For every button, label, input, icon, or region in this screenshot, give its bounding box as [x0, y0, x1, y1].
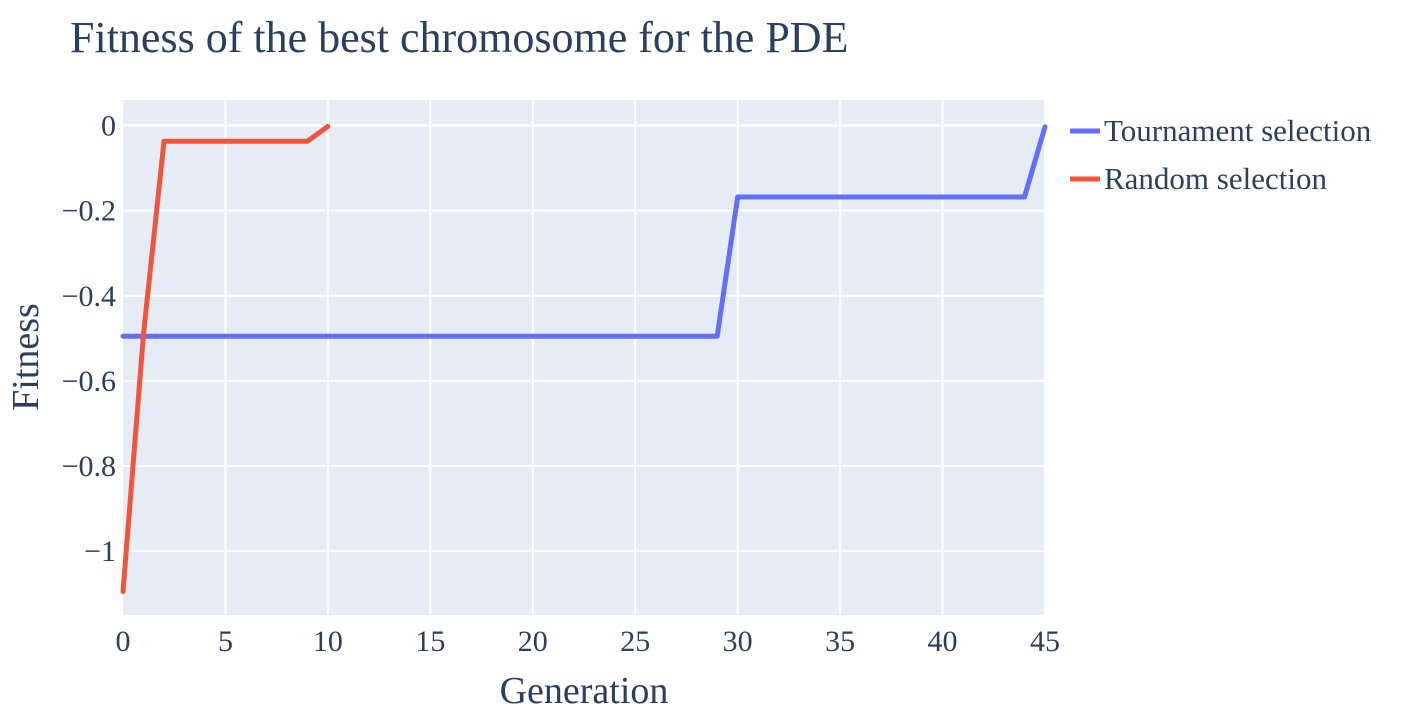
- x-tick-label: 0: [116, 625, 131, 658]
- x-tick-label: 25: [620, 625, 650, 658]
- y-tick-label: −0.6: [62, 365, 116, 398]
- series-line-random-selection: [120, 123, 331, 595]
- series-lines: [120, 123, 1048, 595]
- y-axis-title: Fitness: [5, 303, 47, 411]
- series-line-tournament-selection: [120, 124, 1048, 339]
- x-tick-label: 30: [723, 625, 753, 658]
- y-tick-label: −0.8: [62, 450, 116, 483]
- x-tick-label: 45: [1030, 625, 1060, 658]
- x-axis-title: Generation: [500, 670, 669, 712]
- x-axis-ticks: 0 5 10 15 20 25 30 35 40 45: [116, 625, 1061, 658]
- chart-title: Fitness of the best chromosome for the P…: [70, 13, 848, 62]
- x-tick-label: 20: [518, 625, 548, 658]
- legend-label: Tournament selection: [1104, 113, 1372, 148]
- x-tick-label: 5: [218, 625, 233, 658]
- legend[interactable]: Tournament selection Random selection: [1070, 113, 1372, 196]
- y-tick-label: −0.2: [62, 195, 116, 228]
- legend-label: Random selection: [1104, 161, 1327, 196]
- x-tick-label: 10: [313, 625, 343, 658]
- legend-item[interactable]: Random selection: [1070, 161, 1327, 196]
- grid-lines: [123, 100, 1046, 615]
- y-axis-ticks: 0 −0.2 −0.4 −0.6 −0.8 −1: [62, 110, 116, 569]
- y-tick-label: −0.4: [62, 280, 116, 313]
- y-tick-label: 0: [101, 110, 116, 143]
- legend-item[interactable]: Tournament selection: [1070, 113, 1372, 148]
- x-tick-label: 15: [415, 625, 445, 658]
- y-tick-label: −1: [84, 535, 116, 568]
- x-tick-label: 40: [928, 625, 958, 658]
- x-tick-label: 35: [825, 625, 855, 658]
- plot-area: [123, 100, 1045, 615]
